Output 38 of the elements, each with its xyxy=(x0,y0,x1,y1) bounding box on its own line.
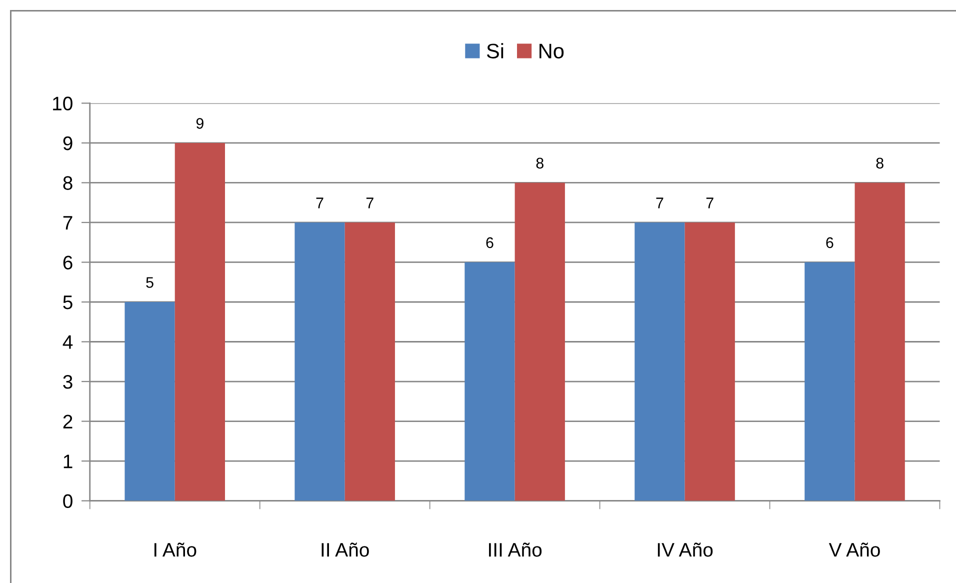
y-tick-label: 3 xyxy=(63,374,72,389)
y-tick-label: 7 xyxy=(63,216,72,230)
x-tick-label: I Año xyxy=(154,542,196,557)
data-label: 7 xyxy=(706,198,714,208)
x-tick-label: III Año xyxy=(489,542,542,557)
data-label: 7 xyxy=(656,198,664,208)
data-label: 8 xyxy=(536,158,544,169)
data-label: 5 xyxy=(146,277,154,288)
y-tick-label: 2 xyxy=(63,414,72,428)
bar xyxy=(174,142,225,501)
bar xyxy=(124,302,175,501)
y-tick-label: 6 xyxy=(63,256,72,270)
x-tick-label: II Año xyxy=(322,542,369,557)
y-tick-label: 8 xyxy=(63,176,72,190)
legend-label: Si xyxy=(486,43,504,58)
bar xyxy=(684,222,735,501)
y-tick-label: 1 xyxy=(64,454,72,468)
bar xyxy=(464,262,515,501)
data-label: 6 xyxy=(486,237,494,248)
y-tick-label: 9 xyxy=(63,136,72,150)
data-label: 7 xyxy=(316,198,324,208)
y-tick-label: 0 xyxy=(63,494,72,508)
legend-label: No xyxy=(540,44,564,58)
data-label: 9 xyxy=(196,118,204,129)
bar xyxy=(514,182,565,501)
bar xyxy=(804,262,855,501)
bar xyxy=(344,222,395,501)
data-label: 7 xyxy=(366,198,374,208)
bar xyxy=(634,222,685,501)
x-tick-label: IV Año xyxy=(658,542,713,557)
bar xyxy=(854,182,905,501)
y-tick-label: 5 xyxy=(63,296,72,310)
data-label: 6 xyxy=(826,237,834,248)
data-label: 8 xyxy=(876,158,884,169)
y-tick-label: 10 xyxy=(53,96,72,110)
x-tick-label: V Año xyxy=(828,542,880,557)
y-tick-label: 4 xyxy=(62,335,73,349)
bar xyxy=(294,222,345,501)
